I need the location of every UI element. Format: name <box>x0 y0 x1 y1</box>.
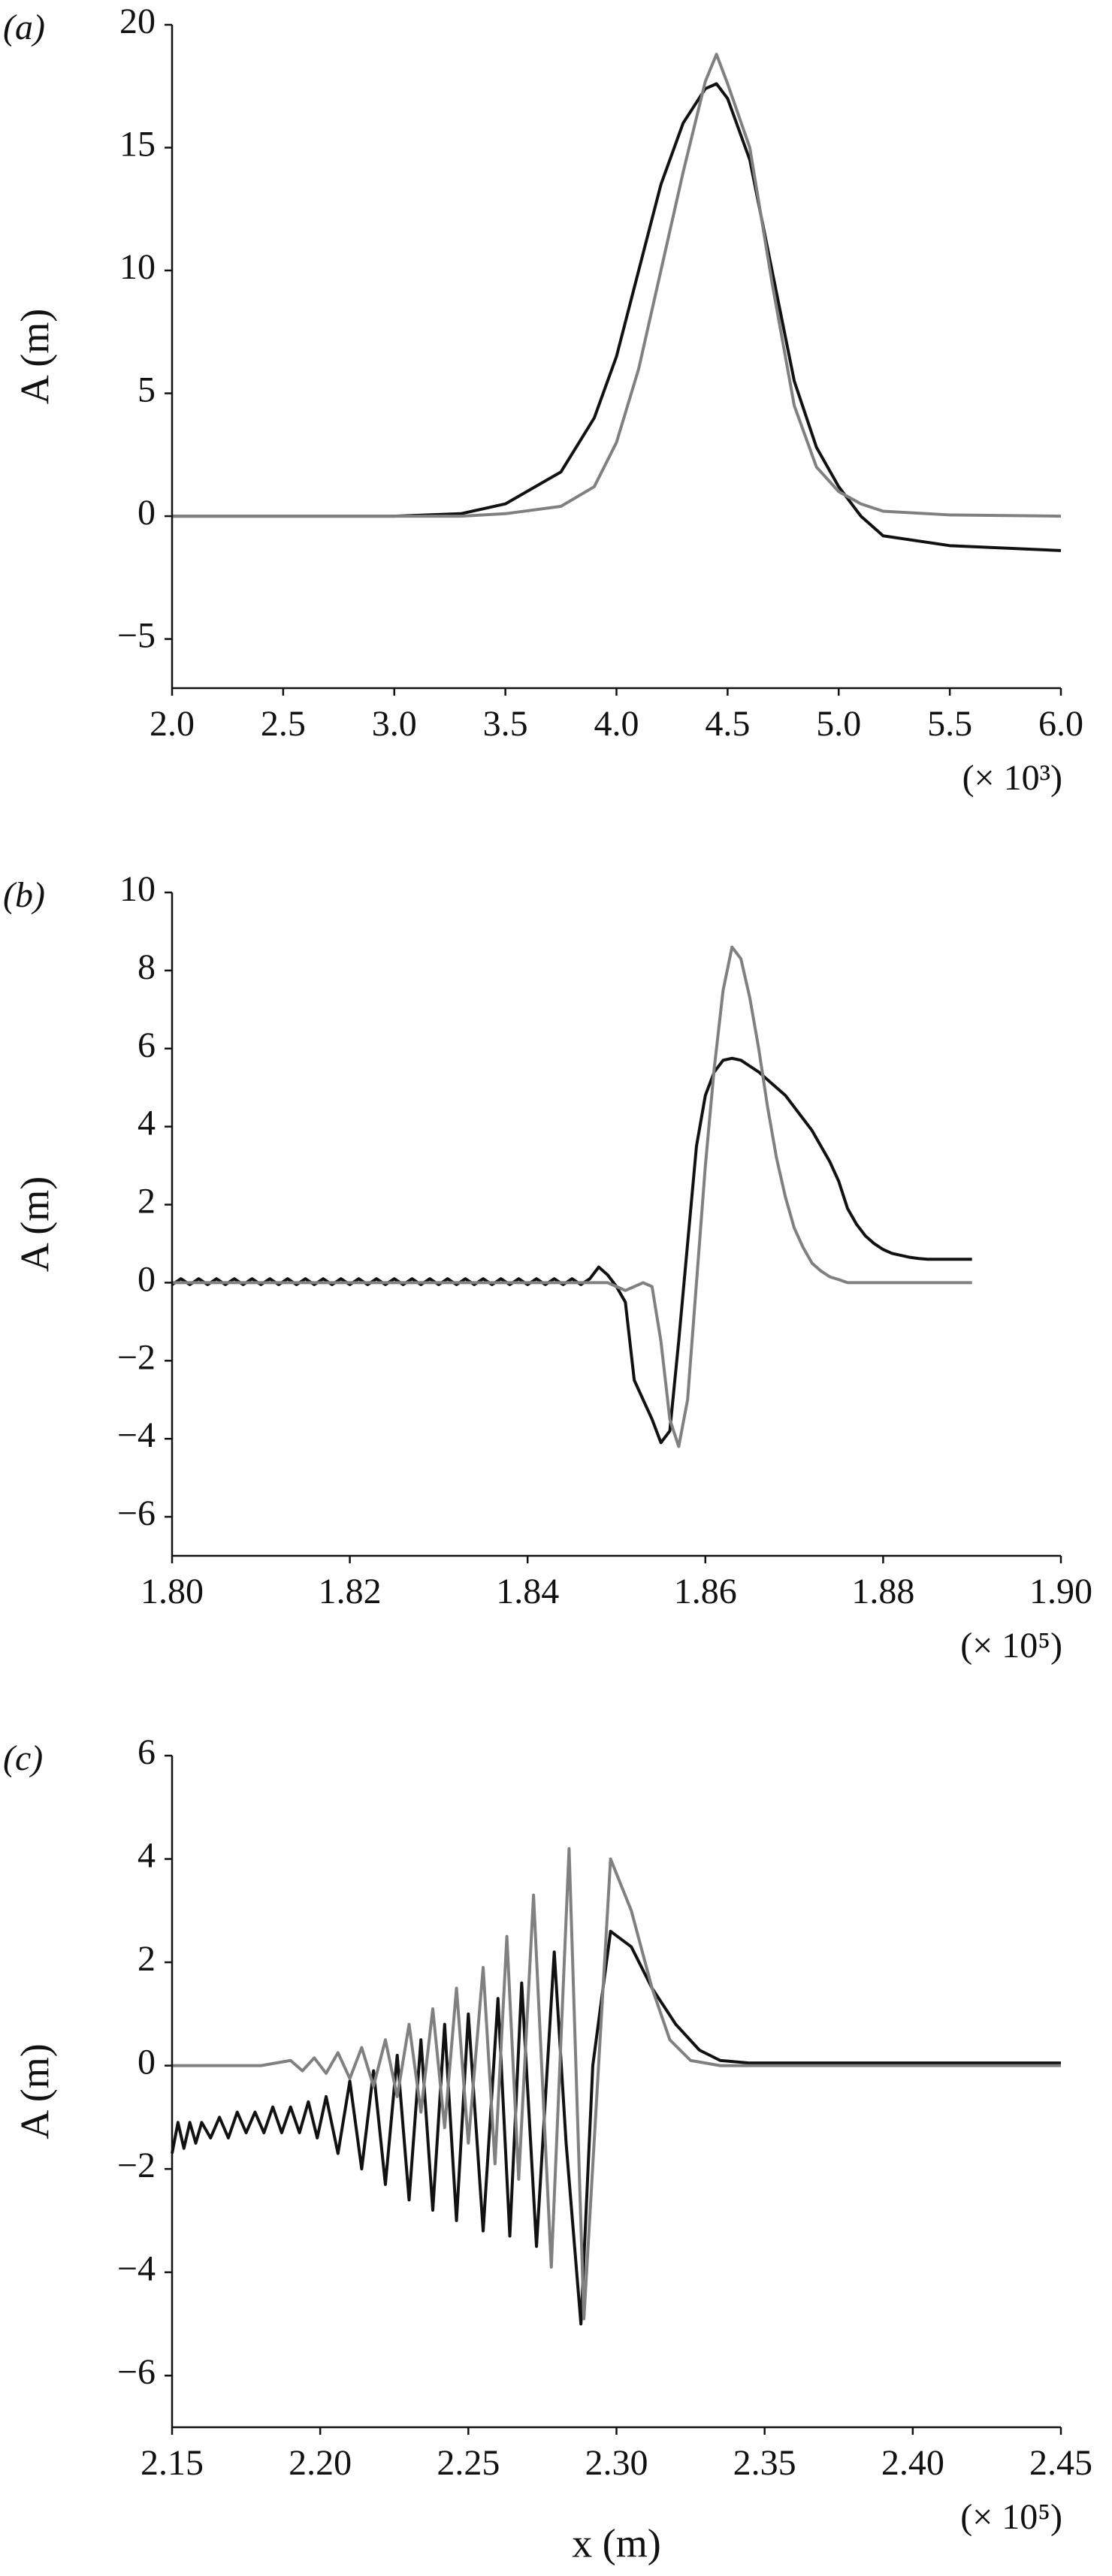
y-tick-label: −4 <box>117 1415 156 1455</box>
y-tick-label: −4 <box>117 2249 156 2289</box>
y-axis-label: A (m) <box>12 309 57 405</box>
data-line <box>172 82 1062 552</box>
y-tick-label: 20 <box>119 2 156 41</box>
y-tick-label: −6 <box>117 1493 156 1533</box>
y-tick-label: 4 <box>137 1836 156 1876</box>
data-line <box>172 53 1062 518</box>
x-tick-label: 2.40 <box>881 2443 944 2483</box>
x-axis-label: x (m) <box>572 2520 660 2565</box>
y-tick-label: 15 <box>119 125 156 165</box>
x-tick-label: 2.25 <box>437 2443 500 2483</box>
y-tick-label: 6 <box>137 1732 156 1772</box>
x-tick-label: 3.5 <box>483 704 528 744</box>
y-tick-label: 0 <box>137 493 156 533</box>
x-tick-label: 2.30 <box>585 2443 648 2483</box>
y-axis-label: A (m) <box>12 1176 57 1273</box>
x-tick-label: 1.80 <box>141 1572 204 1611</box>
x-tick-label: 1.88 <box>851 1572 914 1611</box>
x-tick-label: 4.0 <box>594 704 639 744</box>
y-tick-label: −5 <box>117 616 156 656</box>
panel-label: (a) <box>3 8 45 47</box>
x-multiplier: (× 10⁵) <box>960 1626 1062 1665</box>
x-tick-label: 2.5 <box>261 704 306 744</box>
y-tick-label: 2 <box>137 1939 156 1979</box>
y-axis-label: A (m) <box>12 2043 57 2140</box>
y-tick-label: 5 <box>137 370 156 410</box>
y-tick-label: 4 <box>137 1104 156 1143</box>
y-tick-label: 0 <box>137 2043 156 2082</box>
y-tick-label: 2 <box>137 1182 156 1222</box>
data-line <box>172 1847 1061 2321</box>
x-tick-label: 3.0 <box>372 704 417 744</box>
x-tick-label: 5.0 <box>816 704 861 744</box>
y-tick-label: −6 <box>117 2352 156 2392</box>
x-tick-label: 1.84 <box>496 1572 559 1611</box>
y-tick-label: 10 <box>119 247 156 287</box>
y-tick-label: −2 <box>117 1337 156 1377</box>
x-tick-label: 1.82 <box>319 1572 382 1611</box>
x-tick-label: 2.35 <box>733 2443 796 2483</box>
x-tick-label: 1.86 <box>674 1572 737 1611</box>
x-tick-label: 2.45 <box>1029 2443 1092 2483</box>
y-tick-label: −2 <box>117 2146 156 2185</box>
data-line <box>172 945 972 1448</box>
x-tick-label: 5.5 <box>927 704 972 744</box>
panel-label: (b) <box>3 875 45 915</box>
y-tick-label: 10 <box>119 869 156 909</box>
x-tick-label: 6.0 <box>1038 704 1083 744</box>
x-tick-label: 2.20 <box>289 2443 352 2483</box>
panel-label: (c) <box>3 1738 43 1778</box>
data-line <box>171 1056 972 1445</box>
x-tick-label: 4.5 <box>705 704 750 744</box>
y-tick-label: 0 <box>137 1259 156 1299</box>
x-tick-label: 2.15 <box>141 2443 204 2483</box>
x-tick-label: 1.90 <box>1029 1572 1092 1611</box>
x-tick-label: 2.0 <box>150 704 195 744</box>
x-multiplier: (× 10⁵) <box>960 2497 1062 2537</box>
y-tick-label: 8 <box>137 947 156 987</box>
data-line <box>171 1929 1061 2326</box>
x-multiplier: (× 10³) <box>962 758 1062 798</box>
y-tick-label: 6 <box>137 1025 156 1065</box>
